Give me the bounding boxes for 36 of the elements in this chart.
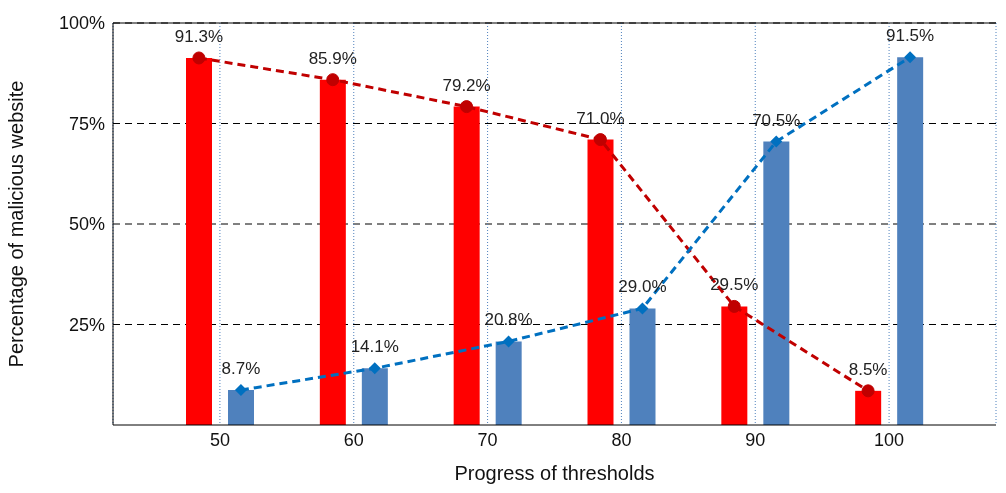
data-label: 79.2%	[442, 75, 491, 95]
bar	[228, 390, 254, 425]
y-tick-label: 100%	[58, 13, 105, 34]
y-tick-label: 50%	[68, 214, 105, 235]
data-label: 20.8%	[484, 310, 533, 330]
x-axis-title: Progress of thresholds	[454, 462, 655, 484]
bar	[721, 306, 748, 425]
data-label: 91.5%	[885, 26, 935, 46]
data-label: 29.5%	[710, 275, 759, 295]
bar	[587, 139, 614, 425]
x-tick-label: 80	[611, 429, 632, 450]
bar	[361, 368, 388, 425]
bar	[763, 141, 790, 425]
x-tick-label: 70	[477, 429, 498, 450]
data-label: 70.5%	[752, 110, 801, 130]
bar	[319, 79, 346, 425]
y-axis-title: Percentage of malicious website	[5, 80, 28, 368]
x-tick-label: 100	[874, 429, 905, 450]
data-label: 8.7%	[221, 359, 261, 379]
x-tick-label: 60	[343, 429, 364, 450]
y-tick-label: 75%	[68, 113, 105, 134]
bar	[495, 341, 522, 425]
y-tick-label: 25%	[68, 314, 105, 335]
bar	[897, 57, 924, 425]
x-tick-label: 90	[745, 429, 766, 450]
bar	[453, 106, 480, 425]
bar	[629, 308, 656, 425]
bar	[186, 57, 212, 425]
data-label: 14.1%	[350, 337, 399, 357]
data-label: 91.3%	[174, 26, 224, 46]
bar	[855, 390, 882, 425]
data-label: 29.0%	[618, 277, 667, 297]
data-label: 71.0%	[576, 108, 625, 128]
x-tick-label: 50	[209, 429, 230, 450]
data-label: 85.9%	[308, 48, 357, 68]
data-label: 8.5%	[848, 359, 888, 379]
